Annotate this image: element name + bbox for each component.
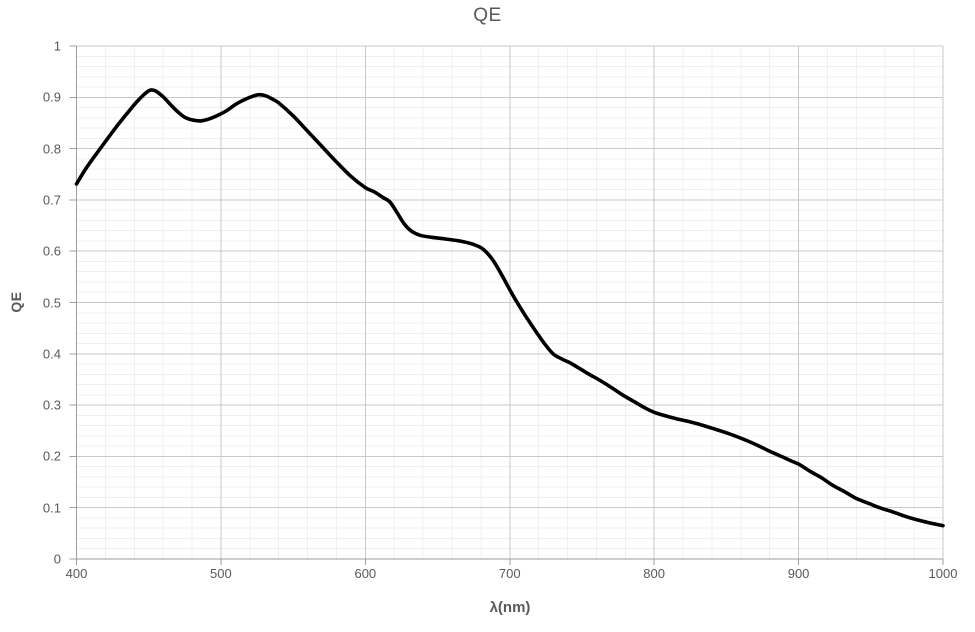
y-tick-label: 0.6 <box>42 243 61 259</box>
y-tick-label: 0.1 <box>42 500 61 516</box>
x-tick-label: 900 <box>787 566 810 581</box>
x-axis-title: λ(nm) <box>489 599 531 616</box>
y-tick-label: 0.8 <box>42 141 61 157</box>
y-tick-label: 1 <box>53 38 61 54</box>
y-tick-label: 0.7 <box>42 192 61 208</box>
qe-curve <box>74 88 945 528</box>
x-tick-label: 600 <box>354 566 377 581</box>
chart-title: QE <box>473 5 502 26</box>
y-tick-label: 0.2 <box>42 448 61 464</box>
y-axis-title: QE <box>8 291 24 313</box>
x-tick-label: 800 <box>643 566 666 581</box>
x-tick-label: 500 <box>210 566 232 581</box>
y-tick-label: 0.3 <box>42 397 61 413</box>
y-tick-label: 0.5 <box>42 295 61 310</box>
y-tick-label: 0.4 <box>42 346 61 362</box>
x-tick-label: 1000 <box>928 566 958 581</box>
x-tick-label: 400 <box>65 566 88 581</box>
y-tick-label: 0 <box>53 551 61 567</box>
y-tick-label: 0.9 <box>42 89 61 105</box>
x-tick-label: 700 <box>498 566 521 581</box>
